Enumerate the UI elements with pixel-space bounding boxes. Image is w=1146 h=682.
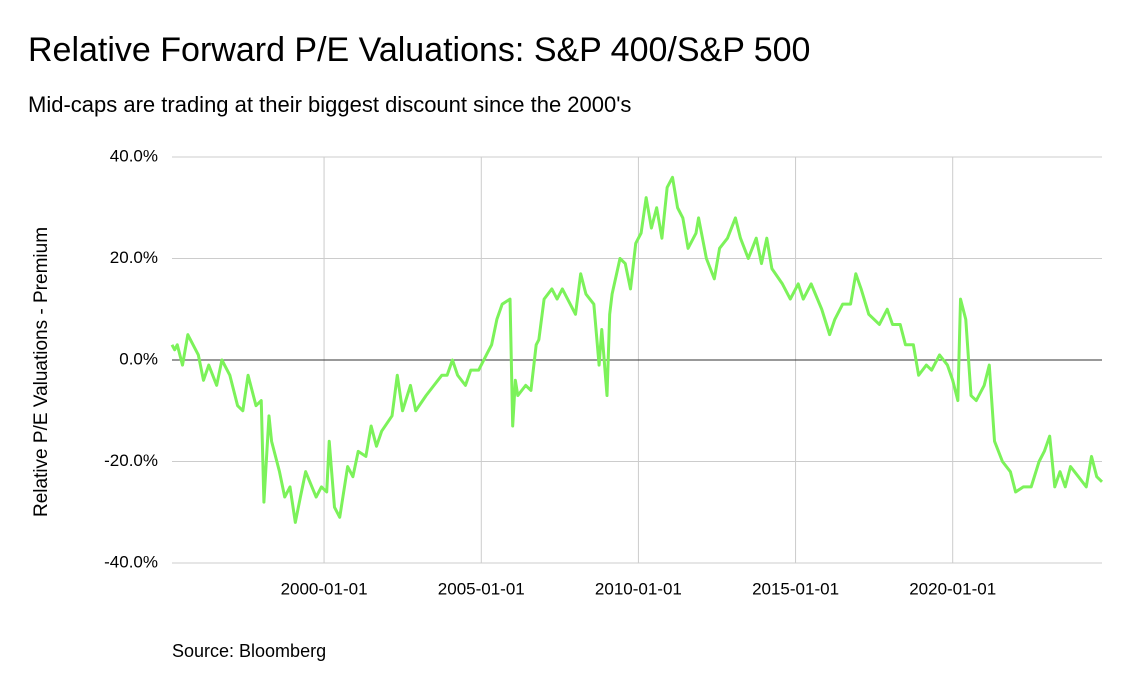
y-tick-label: -20.0% <box>104 451 158 470</box>
y-tick-label: 40.0% <box>110 146 158 165</box>
x-tick-label: 2020-01-01 <box>909 579 996 598</box>
x-tick-label: 2005-01-01 <box>438 579 525 598</box>
y-tick-label: -40.0% <box>104 552 158 571</box>
data-line <box>170 175 1104 524</box>
x-tick-label: 2000-01-01 <box>281 579 368 598</box>
source-note: Source: Bloomberg <box>172 641 326 661</box>
x-tick-label: 2015-01-01 <box>752 579 839 598</box>
y-axis-label: Relative P/E Valuations - Premium <box>31 227 52 517</box>
x-tick-label: 2010-01-01 <box>595 579 682 598</box>
y-tick-label: 0.0% <box>119 349 158 368</box>
y-tick-label: 20.0% <box>110 248 158 267</box>
chart-title: Relative Forward P/E Valuations: S&P 400… <box>28 31 810 69</box>
chart-subtitle: Mid-caps are trading at their biggest di… <box>28 92 631 117</box>
